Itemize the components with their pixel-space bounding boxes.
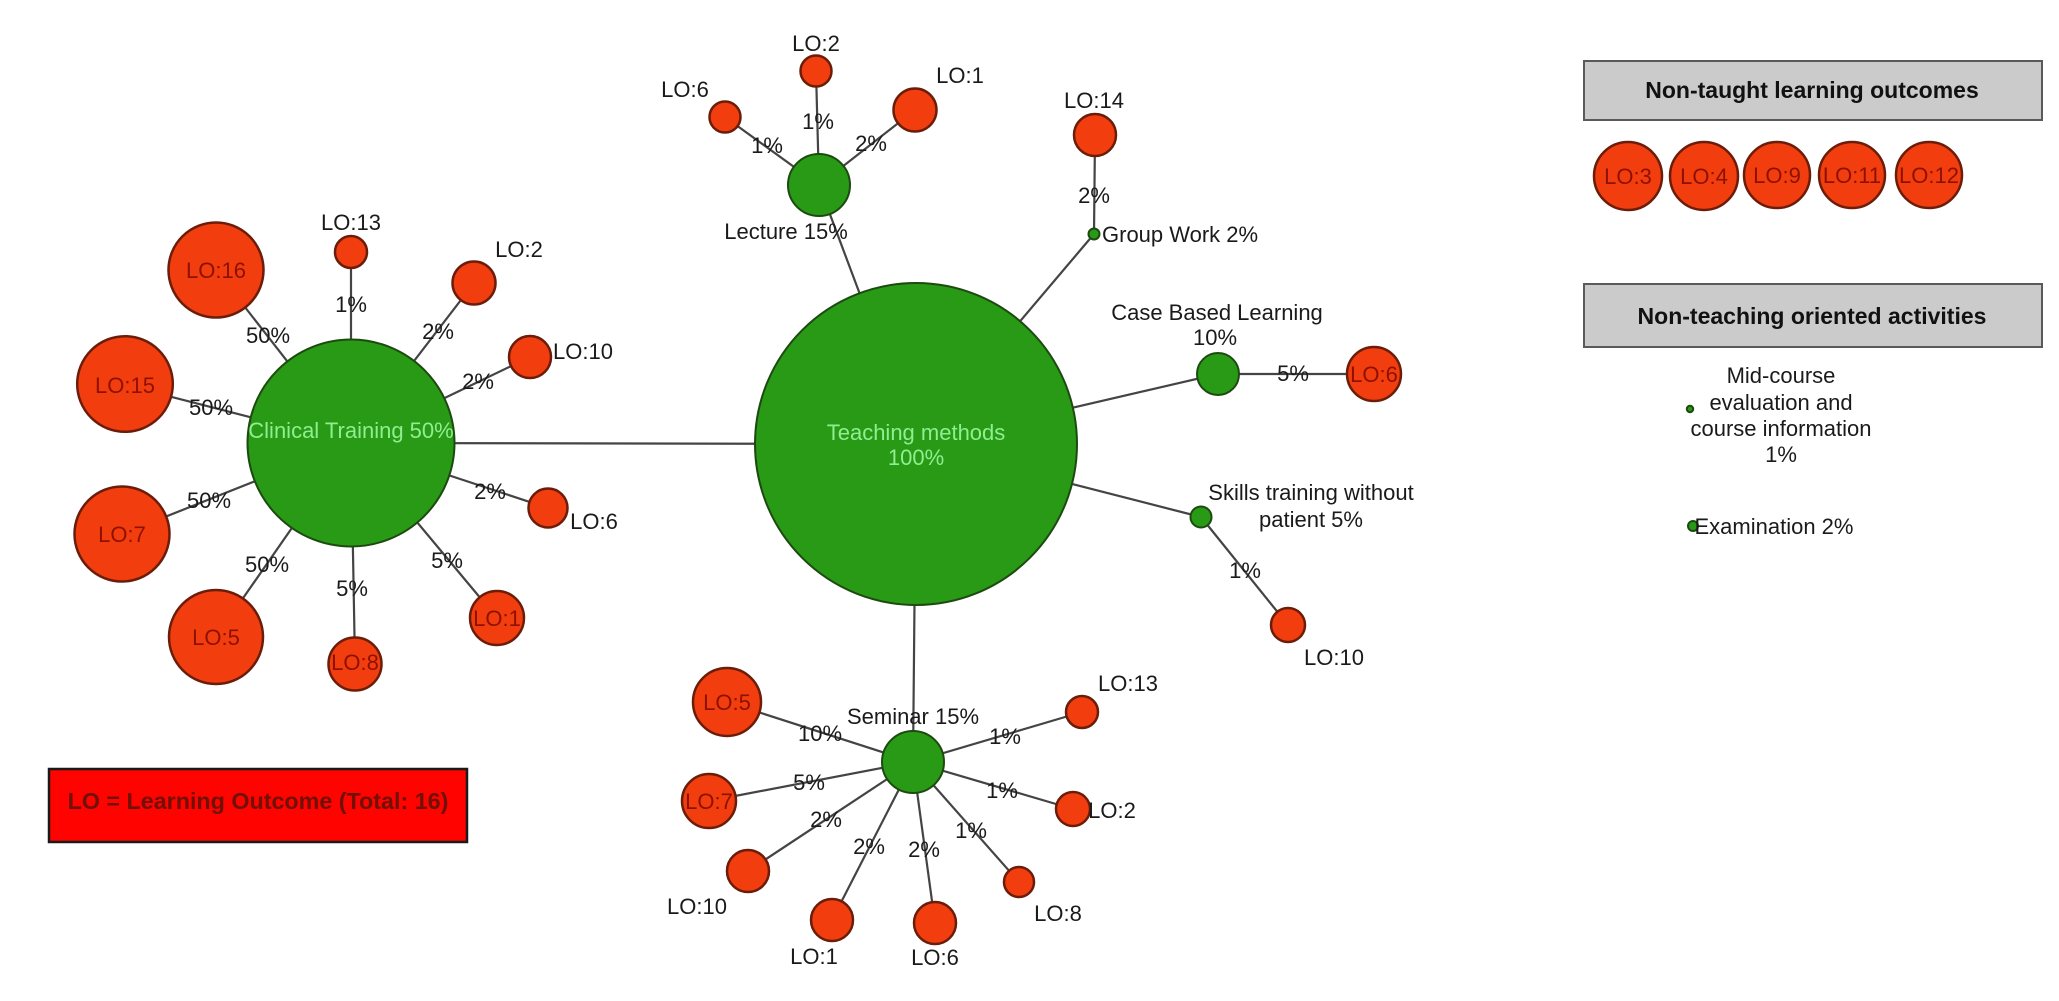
svg-text:2%: 2% bbox=[474, 479, 506, 504]
svg-text:Group Work 2%: Group Work 2% bbox=[1102, 222, 1258, 247]
svg-text:50%: 50% bbox=[187, 488, 231, 513]
svg-text:LO:1: LO:1 bbox=[473, 606, 521, 631]
svg-text:LO:9: LO:9 bbox=[1753, 163, 1801, 188]
svg-text:50%: 50% bbox=[246, 323, 290, 348]
svg-text:LO:13: LO:13 bbox=[1098, 671, 1158, 696]
svg-text:LO:6: LO:6 bbox=[1350, 362, 1398, 387]
svg-text:1%: 1% bbox=[986, 778, 1018, 803]
svg-text:LO:7: LO:7 bbox=[98, 522, 146, 547]
svg-text:LO:1: LO:1 bbox=[936, 63, 984, 88]
svg-text:Lecture 15%: Lecture 15% bbox=[724, 219, 848, 244]
svg-text:LO:7: LO:7 bbox=[685, 789, 733, 814]
svg-text:1%: 1% bbox=[802, 109, 834, 134]
svg-text:LO:4: LO:4 bbox=[1680, 164, 1728, 189]
svg-text:Examination 2%: Examination 2% bbox=[1695, 514, 1854, 539]
svg-text:LO:5: LO:5 bbox=[703, 690, 751, 715]
svg-text:5%: 5% bbox=[336, 576, 368, 601]
svg-text:10%: 10% bbox=[798, 721, 842, 746]
svg-text:Teaching methods: Teaching methods bbox=[827, 420, 1006, 445]
svg-text:2%: 2% bbox=[908, 837, 940, 862]
svg-text:5%: 5% bbox=[431, 548, 463, 573]
svg-text:LO:13: LO:13 bbox=[321, 210, 381, 235]
svg-text:Skills training without: Skills training without bbox=[1208, 480, 1413, 505]
svg-text:2%: 2% bbox=[1078, 183, 1110, 208]
svg-text:Non-teaching oriented activiti: Non-teaching oriented activities bbox=[1638, 303, 1987, 329]
svg-text:1%: 1% bbox=[751, 133, 783, 158]
svg-text:5%: 5% bbox=[793, 770, 825, 795]
svg-text:LO:11: LO:11 bbox=[1823, 163, 1881, 188]
svg-text:1%: 1% bbox=[1765, 442, 1797, 467]
svg-text:LO:2: LO:2 bbox=[792, 31, 840, 56]
svg-text:1%: 1% bbox=[955, 818, 987, 843]
svg-text:Clinical Training 50%: Clinical Training 50% bbox=[248, 418, 453, 443]
svg-text:LO:6: LO:6 bbox=[570, 509, 618, 534]
svg-text:LO:10: LO:10 bbox=[553, 339, 613, 364]
svg-text:Seminar 15%: Seminar 15% bbox=[847, 704, 979, 729]
svg-text:2%: 2% bbox=[855, 131, 887, 156]
svg-text:patient 5%: patient 5% bbox=[1259, 507, 1363, 532]
svg-text:LO:8: LO:8 bbox=[331, 650, 379, 675]
svg-text:Case Based Learning: Case Based Learning bbox=[1111, 300, 1323, 325]
svg-text:1%: 1% bbox=[1229, 558, 1261, 583]
svg-text:LO:6: LO:6 bbox=[911, 945, 959, 970]
svg-text:LO:8: LO:8 bbox=[1034, 901, 1082, 926]
svg-text:LO:6: LO:6 bbox=[661, 77, 709, 102]
svg-text:LO:2: LO:2 bbox=[1088, 798, 1136, 823]
svg-text:10%: 10% bbox=[1193, 325, 1237, 350]
svg-text:LO:1: LO:1 bbox=[790, 944, 838, 969]
svg-text:2%: 2% bbox=[810, 807, 842, 832]
svg-text:LO:5: LO:5 bbox=[192, 625, 240, 650]
svg-text:course information: course information bbox=[1691, 416, 1872, 441]
svg-text:50%: 50% bbox=[245, 552, 289, 577]
svg-text:Mid-course: Mid-course bbox=[1727, 363, 1836, 388]
svg-text:LO:15: LO:15 bbox=[95, 373, 155, 398]
svg-text:2%: 2% bbox=[462, 369, 494, 394]
svg-text:100%: 100% bbox=[888, 445, 944, 470]
svg-text:5%: 5% bbox=[1277, 361, 1309, 386]
svg-text:LO = Learning Outcome (Total:: LO = Learning Outcome (Total: 16) bbox=[68, 788, 449, 814]
svg-text:2%: 2% bbox=[422, 319, 454, 344]
svg-text:1%: 1% bbox=[335, 292, 367, 317]
svg-text:LO:3: LO:3 bbox=[1604, 164, 1652, 189]
svg-text:LO:16: LO:16 bbox=[186, 258, 246, 283]
svg-text:evaluation and: evaluation and bbox=[1709, 390, 1852, 415]
svg-text:LO:14: LO:14 bbox=[1064, 88, 1124, 113]
svg-text:LO:2: LO:2 bbox=[495, 237, 543, 262]
svg-text:LO:10: LO:10 bbox=[1304, 645, 1364, 670]
svg-text:50%: 50% bbox=[189, 395, 233, 420]
svg-text:LO:12: LO:12 bbox=[1899, 163, 1959, 188]
svg-text:1%: 1% bbox=[989, 724, 1021, 749]
svg-text:LO:10: LO:10 bbox=[667, 894, 727, 919]
svg-text:Non-taught learning outcomes: Non-taught learning outcomes bbox=[1645, 77, 1979, 103]
svg-text:2%: 2% bbox=[853, 834, 885, 859]
